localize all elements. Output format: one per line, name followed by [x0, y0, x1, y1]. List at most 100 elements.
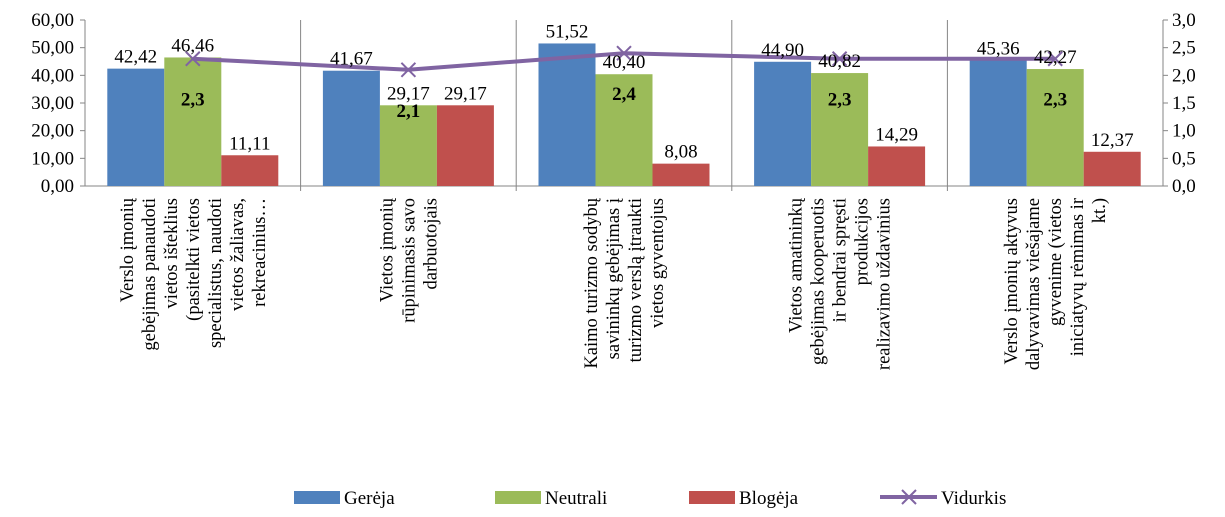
average-marker	[185, 51, 201, 67]
bar-neutrali	[164, 57, 222, 187]
category-label-line: kt.)	[1090, 198, 1110, 223]
average-marker	[400, 62, 417, 78]
legend-label: Blogėja	[739, 488, 799, 509]
bar-neutrali	[1026, 69, 1084, 186]
right-axis-tick-label: 1,5	[1172, 93, 1196, 114]
right-axis-tick-label: 2,0	[1172, 65, 1196, 86]
category-label: Kaimo turizmo sodybų savininkų gebėjimas …	[582, 197, 668, 368]
legend-swatch	[689, 491, 735, 504]
axes: 0,00 10,00 20,00 30,00 40,00 50,00 60,00 0,0 0,5…	[31, 10, 1196, 197]
category-label-line: vietos gyventojus	[648, 198, 668, 328]
bar-neutrali	[379, 105, 437, 186]
bar-value-label: 51,52	[546, 21, 589, 42]
category-label-line: Verslo įmonių	[118, 197, 138, 302]
left-axis-tick-label: 30,00	[31, 93, 74, 114]
bar-value-label: 8,08	[664, 142, 697, 163]
category-label-line: Vietos įmonių	[377, 197, 397, 302]
bar-blogėja	[652, 163, 710, 186]
category-label-line: Vietos amatininkų	[787, 197, 807, 333]
average-value-label: 2,1	[397, 101, 421, 122]
data-labels: 42,42 41,67 51,52 44,90 45,36 46,46 29,17 40,40…	[114, 21, 1133, 162]
average-value-label: 2,3	[181, 90, 205, 111]
right-axis-tick-label: 3,0	[1172, 10, 1196, 31]
bar-gerėja	[322, 70, 380, 186]
left-axis-tick-label: 40,00	[31, 65, 74, 86]
legend-item-vidurkis: Vidurkis	[880, 488, 1006, 509]
category-label-line: produkcijos	[853, 198, 873, 285]
bar-blogėja	[1083, 151, 1141, 186]
category-label-line: darbuotojais	[421, 198, 441, 289]
bar-gerėja	[107, 68, 165, 186]
category-label-line: iniciatyvų rėmimas ir	[1068, 198, 1088, 356]
bar-value-label: 41,67	[330, 49, 373, 70]
average-line	[185, 45, 1063, 78]
category-label-line: ir bendrai spręsti	[831, 198, 851, 322]
category-labels: Verslo įmonių gebėjimas panaudoti vietos i…	[118, 197, 1110, 370]
right-axis-tick-label: 1,0	[1172, 121, 1196, 142]
average-value-label: 2,4	[612, 84, 636, 105]
bar-value-label: 12,37	[1091, 130, 1134, 151]
legend-label: Vidurkis	[941, 488, 1006, 509]
bar-value-label: 42,42	[114, 47, 157, 68]
category-label-line: specialistus, naudoti	[206, 198, 226, 348]
category-label-line: dalyvavimas viešajame	[1024, 198, 1044, 370]
average-marker	[1047, 51, 1063, 67]
category-label-line: rūpinimasis savo	[399, 198, 419, 323]
category-label-line: vietos žaliavas,	[228, 198, 248, 311]
right-axis-tick-label: 2,5	[1172, 38, 1196, 59]
bar-value-label: 44,90	[761, 40, 804, 61]
bar-gerėja	[754, 61, 812, 186]
bar-blogėja	[221, 155, 279, 186]
bar-neutrali	[595, 74, 653, 186]
bars	[107, 43, 1141, 187]
bar-blogėja	[868, 146, 926, 186]
bar-value-label: 29,17	[444, 83, 487, 104]
category-label-line: realizavimo uždavinius	[875, 198, 895, 370]
bar-value-label: 40,40	[603, 52, 646, 73]
category-label: Verslo įmonių aktyvus dalyvavimas viešaja…	[1002, 198, 1110, 370]
average-marker	[831, 51, 848, 67]
category-label-line: gebėjimas kooperuotis	[809, 198, 829, 365]
right-axis-tick-label: 0,0	[1172, 176, 1196, 197]
left-axis-tick-label: 50,00	[31, 38, 74, 59]
legend-swatch	[495, 491, 541, 504]
right-axis-tick-label: 0,5	[1172, 148, 1196, 169]
category-label-line: turizmo verslą įtraukti	[626, 198, 646, 362]
category-label-line: Kaimo turizmo sodybų	[582, 197, 602, 368]
legend-item-neutrali: Neutrali	[495, 488, 607, 509]
bar-value-label: 29,17	[387, 83, 430, 104]
category-label-line: rekreacinius…	[250, 198, 270, 307]
bar-value-label: 14,29	[875, 124, 918, 145]
bar-value-label: 46,46	[171, 35, 214, 56]
category-label: Vietos įmonių rūpinimasis savo darbuotojai…	[377, 197, 441, 323]
legend-item-gerėja: Gerėja	[294, 488, 395, 509]
category-label-line: vietos išteklius	[162, 198, 182, 309]
bar-blogėja	[436, 105, 494, 186]
bar-gerėja	[969, 60, 1027, 187]
legend-label: Gerėja	[344, 488, 395, 509]
category-label-line: (pasitelkti vietos	[184, 198, 204, 321]
category-label-line: savininkų gebėjimas į	[604, 198, 624, 359]
bar-value-label: 40,82	[818, 51, 861, 72]
bar-value-label: 45,36	[977, 39, 1020, 60]
bar-value-label: 11,11	[229, 133, 270, 154]
category-label-line: gebėjimas panaudoti	[140, 198, 160, 351]
average-value-label: 2,3	[1043, 90, 1067, 111]
category-label-line: gyvenime (vietos	[1046, 198, 1066, 326]
left-axis-tick-label: 10,00	[31, 148, 74, 169]
bar-value-label: 42,27	[1034, 47, 1077, 68]
legend-swatch	[294, 491, 340, 504]
legend-item-blogėja: Blogėja	[689, 488, 799, 509]
average-marker	[616, 45, 632, 61]
left-axis-tick-label: 0,00	[41, 176, 74, 197]
category-label: Verslo įmonių gebėjimas panaudoti vietos i…	[118, 197, 270, 350]
left-axis-tick-label: 60,00	[31, 10, 74, 31]
category-label-line: Verslo įmonių aktyvus	[1002, 198, 1022, 365]
bar-neutrali	[811, 73, 869, 186]
average-value-label: 2,3	[828, 90, 852, 111]
left-axis-tick-label: 20,00	[31, 121, 74, 142]
category-label: Vietos amatininkų gebėjimas kooperuotis ir…	[787, 197, 895, 370]
legend: Gerėja Neutrali Blogėja Vidurkis	[294, 488, 1006, 509]
legend-label: Neutrali	[545, 488, 607, 509]
